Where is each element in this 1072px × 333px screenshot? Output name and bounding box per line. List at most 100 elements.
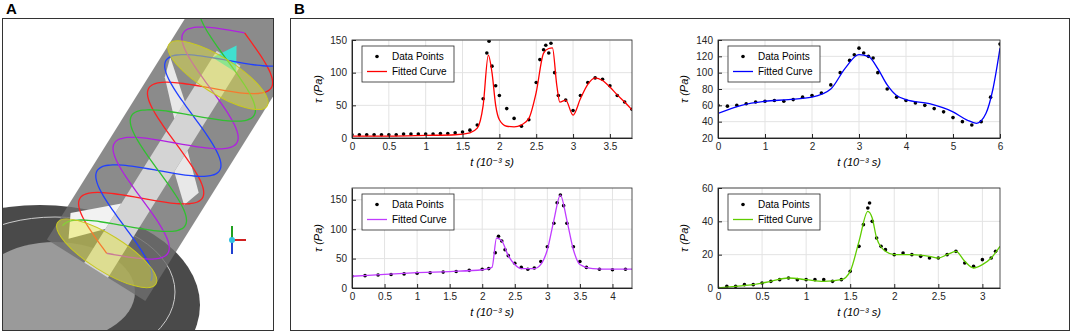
data-point	[726, 104, 730, 108]
tick: 1	[423, 134, 429, 152]
tick-label: 140	[696, 35, 713, 46]
tick: 120	[696, 51, 722, 62]
panel-frame	[291, 19, 1070, 331]
tick-mark	[718, 40, 722, 41]
tick-mark	[352, 138, 356, 139]
tick: 100	[330, 67, 356, 78]
plot-marks	[352, 40, 632, 137]
grid	[718, 40, 1000, 138]
tick: 0	[341, 283, 356, 294]
tick-label: 0	[341, 133, 347, 144]
x-axis: 00.511.522.533.54	[350, 284, 633, 302]
tick-mark	[718, 188, 722, 189]
tick: 80	[702, 84, 722, 95]
tick-mark	[765, 134, 766, 138]
grid-line	[609, 40, 610, 138]
tick-mark	[718, 288, 722, 289]
data-point	[468, 128, 472, 132]
tick-mark	[352, 200, 356, 201]
data-point	[512, 117, 516, 121]
legend: Data PointsFitted Curve	[362, 194, 454, 230]
y-axis-title: τ (Pa)	[312, 224, 324, 252]
grid	[352, 40, 632, 138]
tick: 0	[707, 283, 722, 294]
tick-mark	[482, 284, 483, 288]
tick: 2	[480, 284, 486, 302]
tick: 2	[810, 134, 816, 152]
data-point	[487, 40, 491, 43]
tick-label: 5	[951, 141, 957, 152]
legend-label: Fitted Curve	[392, 66, 447, 77]
grid-line	[482, 188, 483, 288]
data-point	[961, 120, 965, 124]
tick: 0.5	[756, 284, 770, 302]
tick: 60	[702, 183, 722, 194]
tick: 0.5	[382, 134, 396, 152]
legend-label: Data Points	[758, 199, 810, 210]
chart: 00.511.522.530204060t (10⁻³ s)τ (Pa)Data…	[678, 183, 1001, 318]
tick-label: 20	[702, 133, 714, 144]
tick-mark	[718, 56, 722, 57]
tick-mark	[718, 221, 722, 222]
tick-label: 3	[857, 141, 863, 152]
tick-label: 0	[350, 141, 356, 152]
y-axis: 050100150	[330, 189, 356, 294]
tick-label: 80	[702, 84, 714, 95]
legend-label: Fitted Curve	[758, 66, 813, 77]
tick-mark	[938, 284, 939, 288]
legend: Data PointsFitted Curve	[728, 46, 820, 82]
legend-box	[362, 194, 454, 230]
tick-mark	[547, 284, 548, 288]
plot-background	[352, 188, 632, 288]
tick: 4	[904, 134, 910, 152]
pump-render	[3, 19, 273, 330]
x-axis: 00.511.522.533.5	[350, 134, 633, 152]
legend-label: Fitted Curve	[758, 214, 813, 225]
legend-label: Data Points	[392, 199, 444, 210]
data-point	[923, 104, 927, 108]
data-point	[571, 109, 575, 113]
tick-mark	[352, 229, 356, 230]
data-point	[868, 201, 872, 205]
grid-line	[499, 40, 500, 138]
tick: 0.5	[378, 284, 392, 302]
y-axis: 20406080100120140	[696, 35, 722, 144]
cylinder	[47, 19, 273, 301]
tick-label: 2	[480, 291, 486, 302]
legend-line	[733, 219, 753, 220]
data-point	[981, 258, 985, 262]
data-point	[932, 107, 936, 111]
tick: 1.5	[443, 284, 457, 302]
legend-line	[367, 219, 387, 220]
tick-mark	[850, 284, 851, 288]
legend-marker	[375, 55, 379, 59]
tick-label: 3	[980, 291, 986, 302]
tick-label: 1	[415, 291, 421, 302]
grid-line	[579, 188, 580, 288]
tick-mark	[1000, 134, 1001, 138]
tick-mark	[762, 284, 763, 288]
legend-marker	[375, 203, 379, 207]
legend-label: Data Points	[392, 51, 444, 62]
y-axis: 0204060	[702, 183, 722, 294]
axis-line	[719, 138, 1001, 139]
tick-mark	[385, 284, 386, 288]
grid-line	[352, 105, 632, 106]
data-point	[970, 123, 974, 127]
tick-mark	[718, 73, 722, 74]
tick-mark	[806, 284, 807, 288]
tick-mark	[417, 284, 418, 288]
grid-line	[547, 188, 548, 288]
tick-label: 0	[716, 141, 722, 152]
tick: 2.5	[932, 284, 946, 302]
plot-marks	[718, 42, 1000, 126]
tick-label: 0	[341, 283, 347, 294]
data-point	[866, 206, 870, 210]
plot-marks	[352, 193, 632, 278]
tick-mark	[610, 134, 611, 138]
tick-label: 2	[892, 291, 898, 302]
tick-label: 2.5	[508, 291, 522, 302]
tick-mark	[515, 284, 516, 288]
grid-line	[352, 258, 632, 259]
data-point	[485, 51, 489, 55]
